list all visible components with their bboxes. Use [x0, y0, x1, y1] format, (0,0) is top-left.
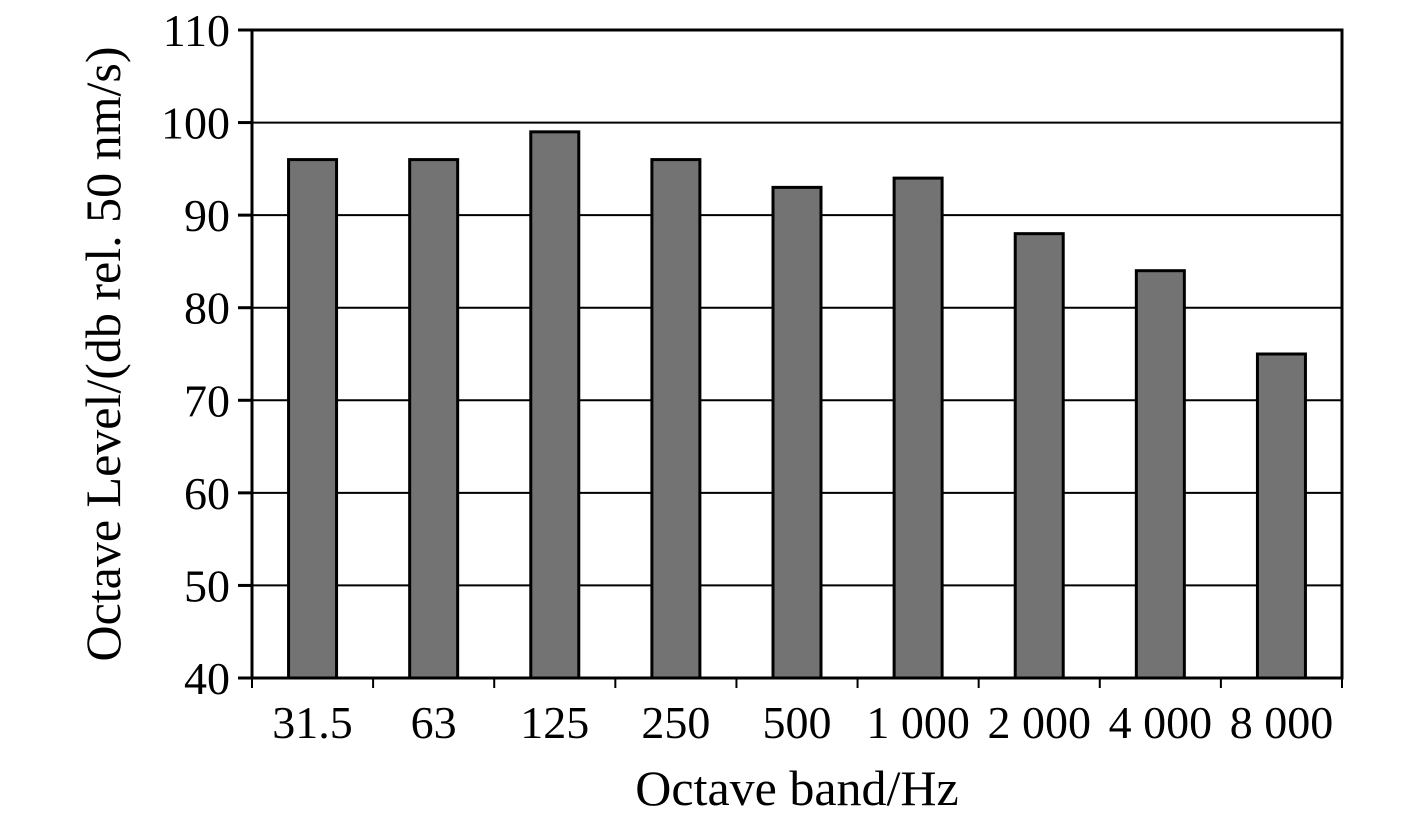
x-tick-label: 8 000 [1230, 697, 1334, 748]
bar [1013, 232, 1065, 680]
plot-frame [250, 28, 1344, 680]
x-tick-label: 63 [411, 697, 457, 748]
x-tick-label: 4 000 [1109, 697, 1213, 748]
y-tick-label: 110 [163, 5, 230, 56]
x-tick-label: 250 [641, 697, 710, 748]
y-tick-label: 70 [184, 375, 230, 426]
x-tick-label: 2 000 [987, 697, 1091, 748]
bar [529, 130, 581, 680]
y-axis-title: Octave Level/(db rel. 50 nm/s) [75, 46, 131, 661]
bars [287, 130, 1307, 680]
y-tick-label: 60 [184, 468, 230, 519]
bar [892, 176, 944, 680]
y-tick-label: 40 [184, 653, 230, 704]
y-axis-ticks: 40 50 60 70 80 90 100 110 [161, 5, 252, 704]
y-tick-label: 90 [184, 190, 230, 241]
y-tick-label: 100 [161, 98, 230, 149]
bar [287, 158, 339, 680]
y-tick-label: 50 [184, 560, 230, 611]
x-tick-label: 125 [520, 697, 589, 748]
bar [1134, 269, 1186, 680]
bar [771, 185, 823, 680]
bar [650, 158, 702, 680]
x-tick-label: 31.5 [272, 697, 353, 748]
x-tick-label: 1 000 [866, 697, 970, 748]
bar [408, 158, 460, 680]
x-tick-label: 500 [763, 697, 832, 748]
x-axis-ticks: 31.5 63 125 250 500 1 000 2 000 4 000 8 000 [251, 678, 1343, 748]
bar [1255, 352, 1307, 680]
x-axis-title: Octave band/Hz [635, 760, 958, 816]
y-tick-label: 80 [184, 283, 230, 334]
